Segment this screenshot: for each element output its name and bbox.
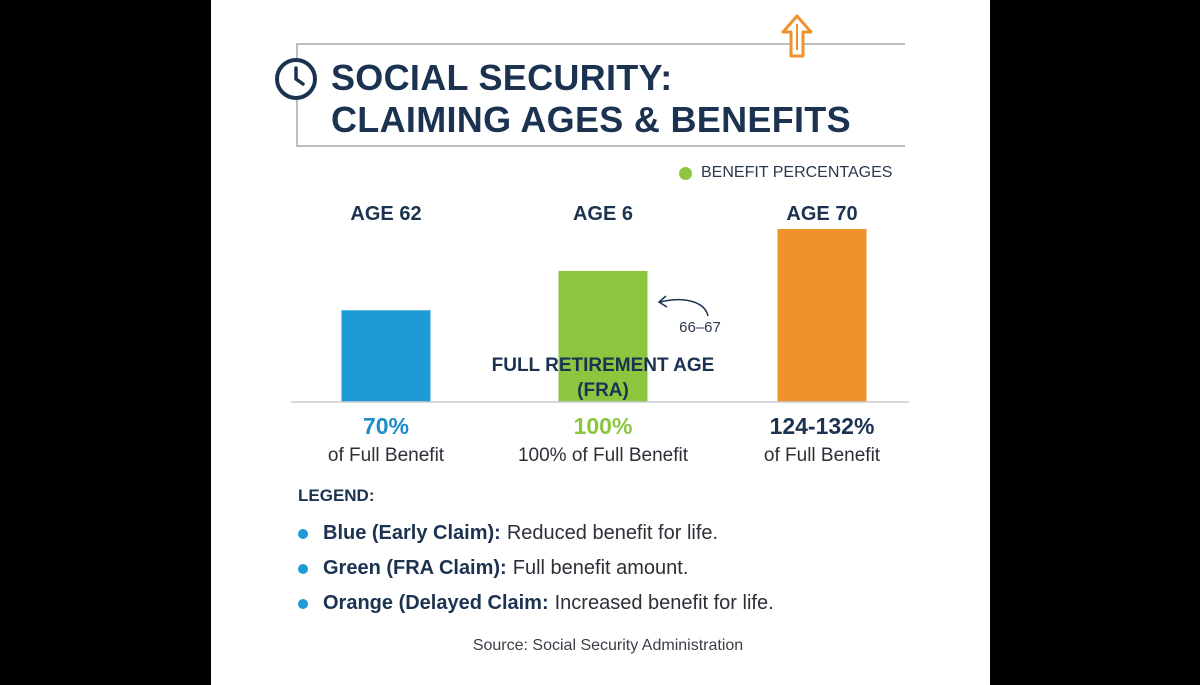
- page-title-line2: CLAIMING AGES & BENEFITS: [331, 99, 851, 140]
- up-arrow-icon: [781, 14, 813, 58]
- page-title-line1: SOCIAL SECURITY:: [331, 57, 673, 98]
- bar-chart: AGE 62 70% of Full Benefit AGE 6 100% 100% of…: [291, 203, 909, 466]
- legend-item-delayed-text: Increased benefit for life.: [554, 592, 774, 614]
- legend-item-early-text: Reduced benefit for life.: [506, 522, 719, 544]
- source-note: Source: Social Security Administration: [472, 637, 744, 654]
- sub-label-3: of Full Benefit: [764, 445, 881, 466]
- legend-item-fra-text: Full benefit amount.: [512, 557, 689, 579]
- chart-legend: BENEFIT PERCENTAGES: [679, 162, 892, 184]
- legend-item-fra: Green (FRA Claim): Full benefit amount.: [298, 551, 898, 586]
- legend-bullet-icon: [298, 598, 308, 609]
- legend-item-early-bold: Blue (Early Claim):: [323, 522, 501, 544]
- title-frame-top-line: [296, 43, 905, 45]
- bar-1: [341, 310, 431, 402]
- sub-label-1: of Full Benefit: [328, 445, 445, 466]
- fra-range-label: 66–67: [679, 319, 721, 336]
- infographic-card: SOCIAL SECURITY: CLAIMING AGES & BENEFIT…: [211, 0, 990, 685]
- category-label-3: AGE 70: [786, 203, 857, 225]
- title-frame-bottom-line: [296, 145, 905, 147]
- legend-item-delayed-bold: Orange (Delayed Claim:: [323, 592, 549, 614]
- category-label-1: AGE 62: [350, 203, 421, 225]
- legend-item-delayed: Orange (Delayed Claim: Increased benefit…: [298, 586, 898, 621]
- sub-label-2: 100% of Full Benefit: [518, 445, 689, 466]
- legend-bullet-icon: [298, 563, 308, 574]
- legend-item-fra-bold: Green (FRA Claim):: [323, 557, 507, 579]
- curved-arrow-icon: [659, 298, 709, 317]
- fra-annotation-line2: (FRA): [577, 380, 629, 401]
- value-label-1: 70%: [363, 413, 409, 439]
- legend-item-early: Blue (Early Claim): Reduced benefit for …: [298, 516, 898, 551]
- bar-2: [558, 270, 648, 402]
- legend-label: BENEFIT PERCENTAGES: [701, 164, 893, 181]
- legend-color-dot: [679, 166, 692, 180]
- value-label-2: 100%: [574, 413, 633, 439]
- bar-3: [777, 229, 867, 402]
- legend-bullet-icon: [298, 528, 308, 539]
- value-label-3: 124-132%: [770, 413, 875, 439]
- legend-title: LEGEND:: [298, 486, 375, 505]
- fra-annotation-line1: FULL RETIREMENT AGE: [492, 355, 715, 376]
- clock-icon: [275, 58, 317, 100]
- legend-box: LEGEND: Blue (Early Claim): Reduced bene…: [298, 486, 898, 621]
- category-label-2: AGE 6: [573, 203, 633, 225]
- curved-arrow-head-icon: [657, 295, 668, 308]
